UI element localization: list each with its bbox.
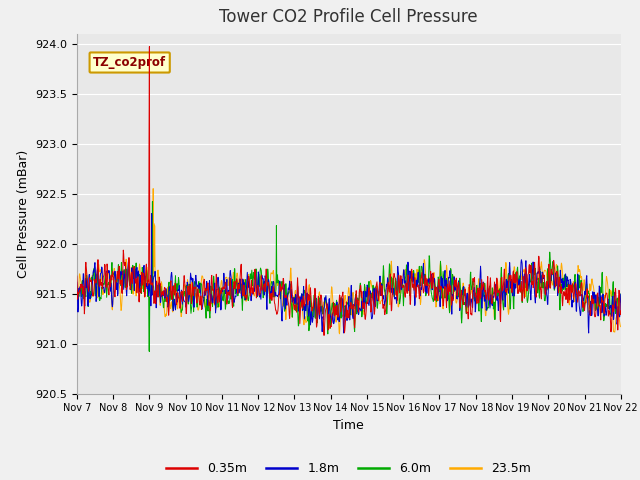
1.8m [148, 211, 156, 216]
Line: 1.8m: 1.8m [77, 214, 621, 333]
0.35m [145, 44, 153, 49]
23.5m [434, 290, 442, 296]
0.35m [320, 333, 328, 338]
0.35m [255, 292, 263, 298]
1.8m [255, 285, 263, 291]
0.35m [553, 268, 561, 274]
23.5m [505, 309, 513, 315]
23.5m [336, 331, 344, 336]
6.0m [182, 293, 189, 299]
6.0m [553, 277, 561, 283]
1.8m [617, 291, 625, 297]
Legend: 0.35m, 1.8m, 6.0m, 23.5m: 0.35m, 1.8m, 6.0m, 23.5m [161, 457, 536, 480]
23.5m [255, 280, 263, 286]
0.35m [617, 308, 625, 314]
23.5m [195, 307, 202, 313]
23.5m [617, 324, 625, 330]
1.8m [181, 299, 189, 304]
0.35m [195, 289, 202, 295]
6.0m [617, 300, 625, 305]
1.8m [73, 279, 81, 285]
Line: 6.0m: 6.0m [77, 202, 621, 352]
Y-axis label: Cell Pressure (mBar): Cell Pressure (mBar) [17, 149, 29, 278]
23.5m [149, 186, 157, 192]
Text: TZ_co2prof: TZ_co2prof [93, 56, 166, 69]
0.35m [505, 275, 513, 281]
1.8m [553, 279, 561, 285]
Line: 23.5m: 23.5m [77, 189, 621, 334]
X-axis label: Time: Time [333, 419, 364, 432]
23.5m [181, 282, 189, 288]
1.8m [195, 283, 202, 289]
0.35m [434, 290, 442, 296]
0.35m [73, 273, 81, 279]
0.35m [181, 283, 189, 288]
6.0m [73, 298, 81, 304]
23.5m [73, 300, 81, 306]
1.8m [505, 290, 513, 296]
1.8m [434, 293, 442, 299]
1.8m [585, 330, 593, 336]
6.0m [148, 199, 156, 204]
6.0m [505, 274, 513, 279]
Line: 0.35m: 0.35m [77, 47, 621, 336]
23.5m [553, 264, 561, 270]
6.0m [195, 280, 202, 286]
6.0m [255, 283, 263, 289]
Title: Tower CO2 Profile Cell Pressure: Tower CO2 Profile Cell Pressure [220, 9, 478, 26]
6.0m [145, 349, 153, 355]
6.0m [434, 280, 442, 286]
